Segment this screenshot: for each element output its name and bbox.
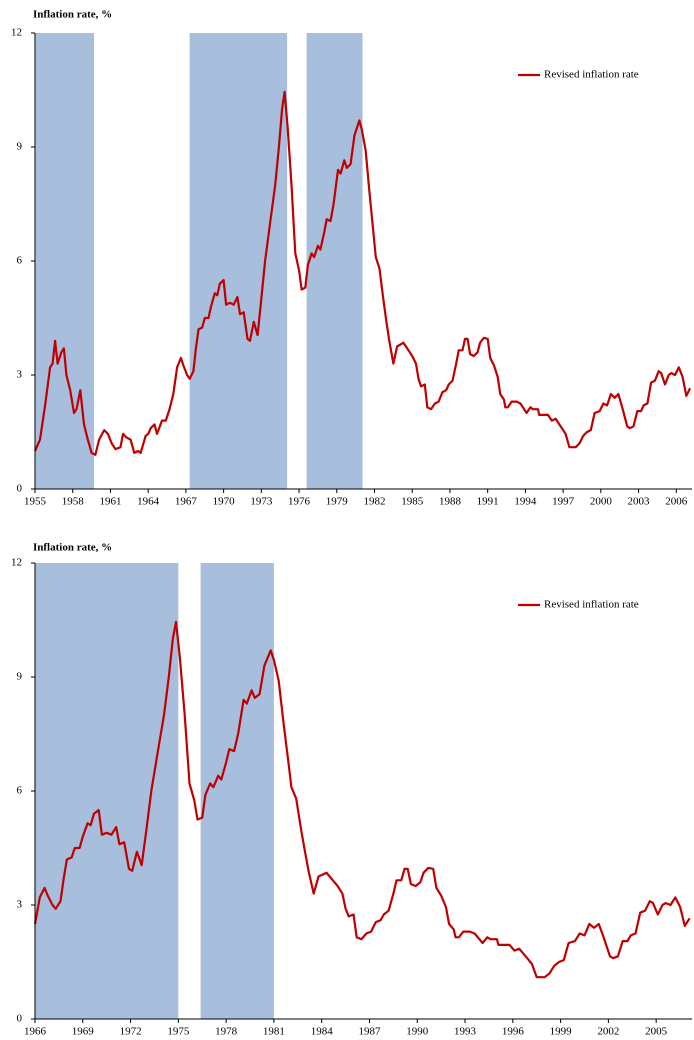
y-tick-label: 0 xyxy=(17,483,23,495)
x-tick-label: 1988 xyxy=(439,496,462,508)
legend-label: Revised inflation rate xyxy=(544,599,639,611)
y-tick-label: 6 xyxy=(17,255,23,267)
x-tick-label: 1984 xyxy=(311,1026,334,1038)
x-tick-label: 2000 xyxy=(590,496,613,508)
x-tick-label: 1955 xyxy=(24,496,47,508)
x-tick-label: 1966 xyxy=(24,1026,47,1038)
y-tick-label: 0 xyxy=(17,1013,23,1025)
x-tick-label: 1979 xyxy=(326,496,349,508)
chart-title: Inflation rate, % xyxy=(33,542,112,554)
y-tick-label: 9 xyxy=(17,671,23,683)
y-tick-label: 9 xyxy=(17,141,23,153)
shaded-band xyxy=(189,33,288,489)
y-tick-label: 6 xyxy=(17,785,23,797)
x-tick-label: 1970 xyxy=(213,496,236,508)
x-tick-label: 1990 xyxy=(406,1026,429,1038)
x-tick-label: 1987 xyxy=(358,1026,381,1038)
legend-label: Revised inflation rate xyxy=(544,69,639,81)
x-tick-label: 1978 xyxy=(215,1026,238,1038)
shaded-band xyxy=(200,563,274,1019)
x-tick-label: 2006 xyxy=(665,496,688,508)
x-tick-label: 1976 xyxy=(288,496,311,508)
x-tick-label: 1973 xyxy=(250,496,273,508)
x-tick-label: 1999 xyxy=(550,1026,573,1038)
chart-title: Inflation rate, % xyxy=(33,9,112,21)
data-line xyxy=(33,90,692,456)
x-tick-label: 1996 xyxy=(502,1026,525,1038)
x-tick-label: 2005 xyxy=(645,1026,668,1038)
x-tick-label: 1981 xyxy=(263,1026,285,1038)
x-tick-label: 1967 xyxy=(175,496,198,508)
x-tick-label: 2003 xyxy=(628,496,651,508)
x-tick-label: 1985 xyxy=(401,496,424,508)
x-tick-label: 1982 xyxy=(364,496,386,508)
x-tick-label: 1961 xyxy=(99,496,121,508)
x-tick-label: 1994 xyxy=(514,496,537,508)
x-tick-label: 1958 xyxy=(62,496,85,508)
x-tick-label: 1975 xyxy=(167,1026,190,1038)
panel: Inflation rate, % 0 3 6 9 12 1966 1969 1972 1975 1… xyxy=(11,542,692,1038)
x-tick-label: 1997 xyxy=(552,496,575,508)
y-tick-label: 3 xyxy=(17,899,23,911)
shaded-band xyxy=(306,33,363,489)
x-tick-label: 1964 xyxy=(137,496,160,508)
y-tick-label: 12 xyxy=(11,557,22,569)
x-tick-label: 1991 xyxy=(477,496,499,508)
panel: Inflation rate, % 0 3 6 9 12 1955 1958 1961 1964 1… xyxy=(11,9,692,508)
shaded-band xyxy=(35,563,179,1019)
y-tick-label: 12 xyxy=(11,27,22,39)
x-tick-label: 1969 xyxy=(72,1026,95,1038)
x-tick-label: 1993 xyxy=(454,1026,477,1038)
data-line xyxy=(33,620,691,979)
x-tick-label: 1972 xyxy=(120,1026,142,1038)
x-tick-label: 2002 xyxy=(597,1026,619,1038)
y-tick-label: 3 xyxy=(17,369,23,381)
shaded-band xyxy=(35,33,95,489)
